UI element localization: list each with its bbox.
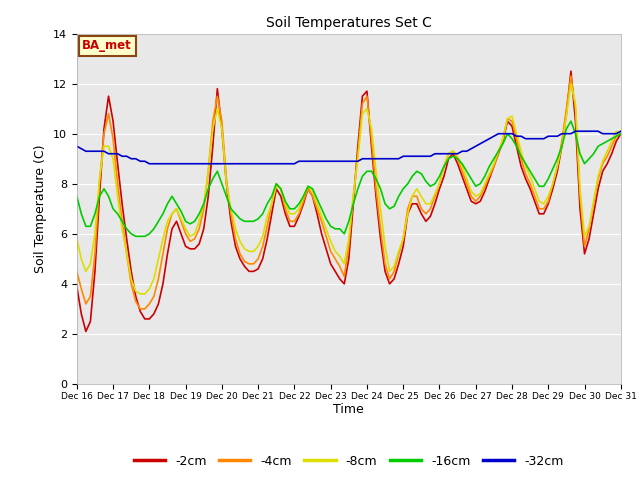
Title: Soil Temperatures Set C: Soil Temperatures Set C: [266, 16, 432, 30]
Legend: -2cm, -4cm, -8cm, -16cm, -32cm: -2cm, -4cm, -8cm, -16cm, -32cm: [129, 450, 568, 473]
Text: BA_met: BA_met: [82, 39, 132, 52]
Y-axis label: Soil Temperature (C): Soil Temperature (C): [35, 144, 47, 273]
X-axis label: Time: Time: [333, 403, 364, 417]
